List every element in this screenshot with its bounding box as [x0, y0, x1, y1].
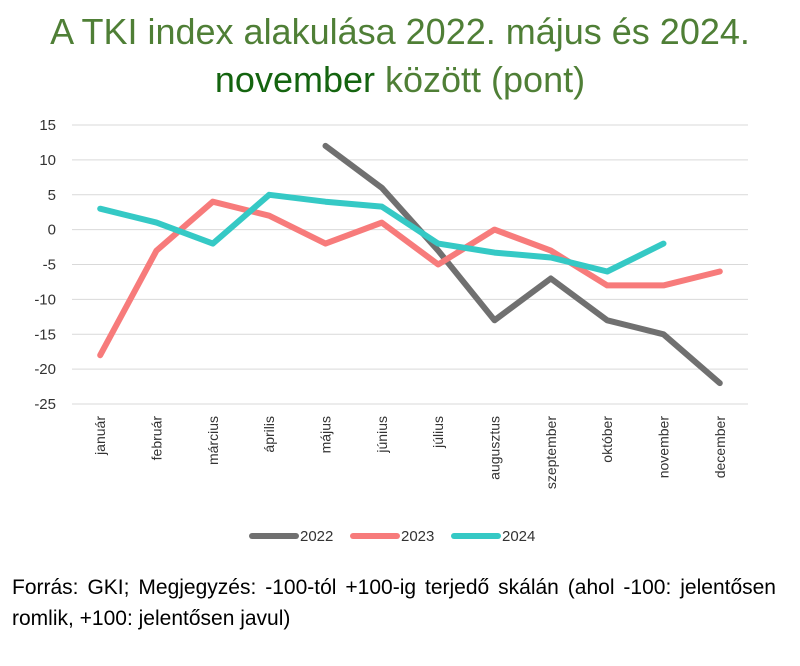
- x-tick-label: március: [205, 416, 221, 465]
- y-tick-label: 10: [39, 152, 56, 169]
- y-tick-label: -25: [34, 396, 56, 413]
- x-tick-label: június: [374, 416, 390, 454]
- x-tick-label: július: [430, 416, 446, 449]
- x-tick-label: február: [149, 416, 165, 461]
- data-point-2024: [268, 194, 270, 196]
- x-tick-label: augusztus: [487, 416, 503, 480]
- chart-title-line2: november között (pont): [0, 56, 800, 104]
- x-tick-label: november: [656, 416, 672, 479]
- data-point-2022: [325, 145, 326, 147]
- x-tick-label: május: [318, 416, 334, 453]
- data-point-2024: [550, 257, 552, 259]
- y-tick-label: 5: [48, 187, 56, 204]
- y-tick-label: 15: [39, 117, 56, 134]
- x-tick-label: szeptember: [543, 416, 559, 489]
- y-tick-label: -15: [34, 326, 56, 343]
- data-point-2023: [212, 201, 214, 203]
- data-point-2024: [99, 208, 101, 210]
- x-tick-label: október: [599, 416, 615, 463]
- data-point-2022: [381, 187, 383, 189]
- data-point-2023: [268, 215, 270, 217]
- data-point-2024: [381, 206, 383, 208]
- data-point-2023: [550, 250, 552, 252]
- series-line-2022: [322, 142, 723, 387]
- data-point-2024: [663, 243, 664, 245]
- source-note: Forrás: GKI; Megjegyzés: -100-tól +100-i…: [12, 576, 776, 630]
- chart-title-line1: A TKI index alakulása 2022. május és 202…: [50, 11, 750, 52]
- data-point-2022: [494, 319, 495, 321]
- y-tick-label: 0: [48, 222, 56, 239]
- legend-label-2023: 2023: [401, 528, 434, 545]
- y-tick-label: -20: [34, 361, 56, 378]
- data-point-2024: [325, 201, 326, 203]
- line-chart: 15 10 5 0 -5 -10 -15 -20 -25 január február március…: [34, 117, 748, 545]
- data-point-2022: [719, 382, 721, 384]
- data-point-2023: [494, 229, 495, 231]
- data-point-2024: [156, 222, 157, 224]
- data-point-2022: [606, 319, 608, 321]
- data-point-2023: [381, 222, 383, 224]
- x-tick-label: január: [92, 416, 108, 456]
- y-tick-label: -5: [43, 257, 56, 274]
- data-point-2022: [437, 250, 439, 252]
- data-point-2024: [437, 243, 439, 245]
- data-point-2024: [494, 252, 495, 254]
- chart-title-highlight: november: [214, 59, 375, 100]
- x-tick-label: április: [261, 416, 277, 453]
- legend-label-2022: 2022: [300, 528, 333, 545]
- data-point-2023: [99, 354, 101, 356]
- data-point-2023: [325, 243, 326, 245]
- x-tick-label: december: [712, 416, 728, 479]
- chart-title: A TKI index alakulása 2022. május és 202…: [0, 8, 800, 104]
- data-point-2023: [156, 250, 157, 252]
- data-point-2024: [606, 270, 608, 272]
- data-point-2023: [606, 284, 608, 286]
- y-tick-label: -10: [34, 291, 56, 308]
- data-point-2023: [437, 264, 439, 265]
- data-point-2024: [212, 243, 214, 245]
- data-point-2023: [663, 284, 664, 286]
- chart-title-rest: között (pont): [375, 59, 586, 100]
- data-point-2022: [550, 277, 552, 279]
- data-point-2023: [719, 270, 721, 272]
- legend-label-2024: 2024: [502, 528, 535, 545]
- series-line-2023: [97, 198, 723, 359]
- data-point-2022: [663, 333, 664, 335]
